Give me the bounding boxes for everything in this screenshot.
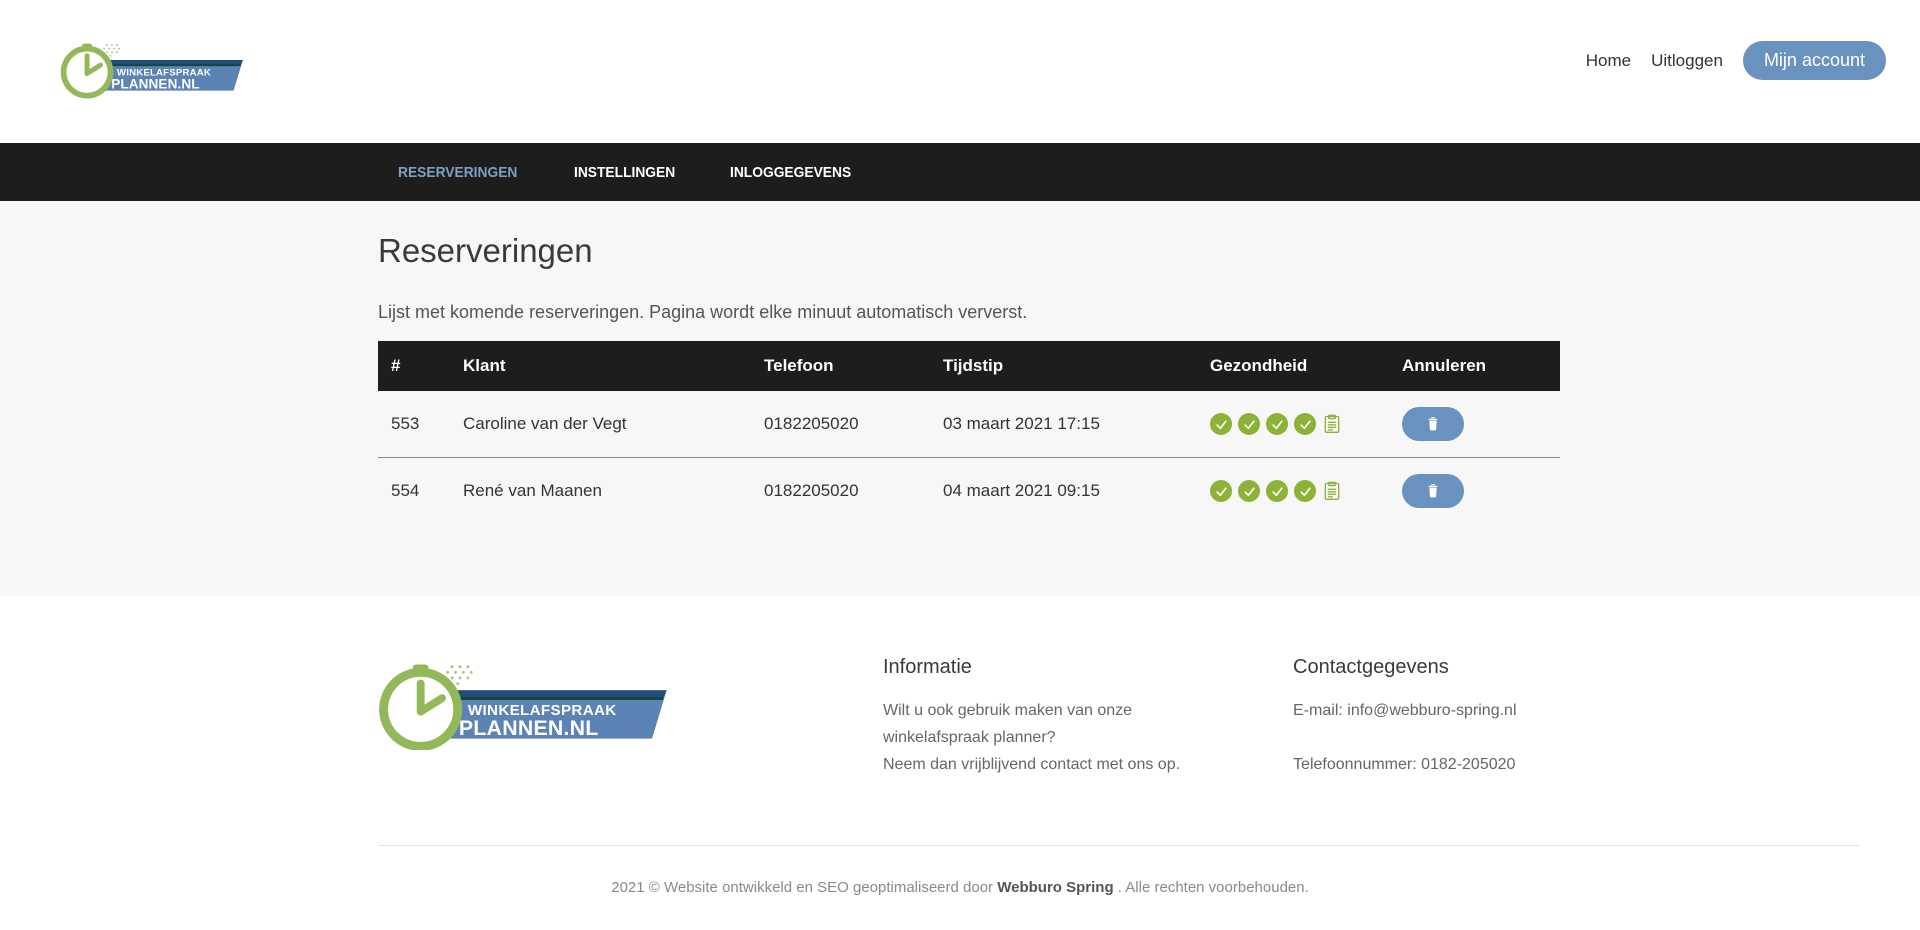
svg-text:PLANNEN.NL: PLANNEN.NL [111, 77, 199, 92]
svg-text:PLANNEN.NL: PLANNEN.NL [459, 716, 599, 740]
